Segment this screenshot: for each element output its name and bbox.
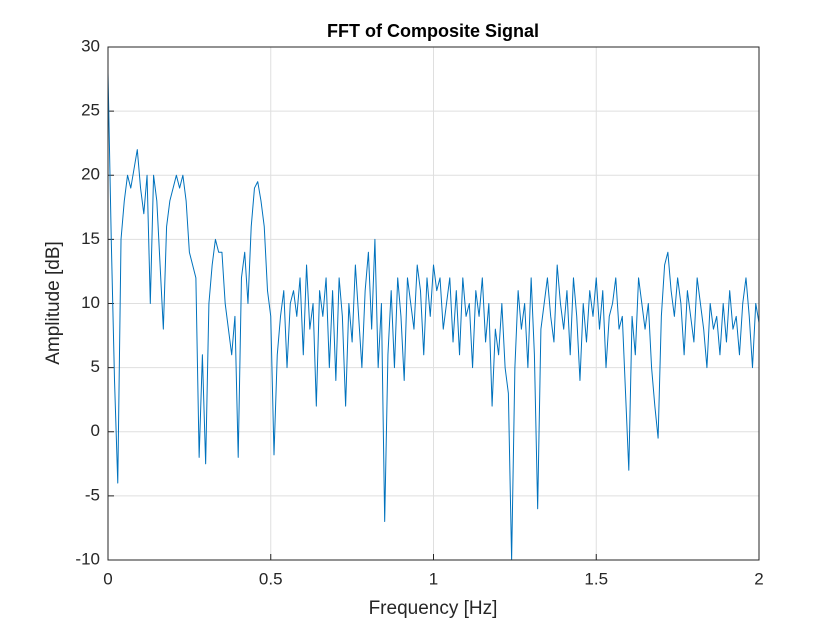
x-tick-label: 1 <box>429 569 438 588</box>
x-tick-label: 0 <box>103 569 112 588</box>
y-tick-label: 5 <box>91 357 100 376</box>
y-tick-label: 0 <box>91 421 100 440</box>
y-tick-label: -10 <box>75 549 100 568</box>
y-tick-label: -5 <box>85 485 100 504</box>
line-series <box>107 72 760 561</box>
y-tick-label: 25 <box>81 101 100 120</box>
plot-frame <box>107 46 760 561</box>
y-tick-label: 15 <box>81 229 100 248</box>
y-tick-label: 30 <box>81 36 100 55</box>
x-axis-label: Frequency [Hz] <box>369 598 498 619</box>
x-tick-label: 2 <box>754 569 763 588</box>
x-tick-label: 0.5 <box>259 569 283 588</box>
chart-title: FFT of Composite Signal <box>327 21 539 41</box>
y-tick-label: 20 <box>81 165 100 184</box>
x-tick-label: 1.5 <box>584 569 608 588</box>
y-tick-label: 10 <box>81 293 100 312</box>
y-axis-label: Amplitude [dB] <box>43 241 64 365</box>
